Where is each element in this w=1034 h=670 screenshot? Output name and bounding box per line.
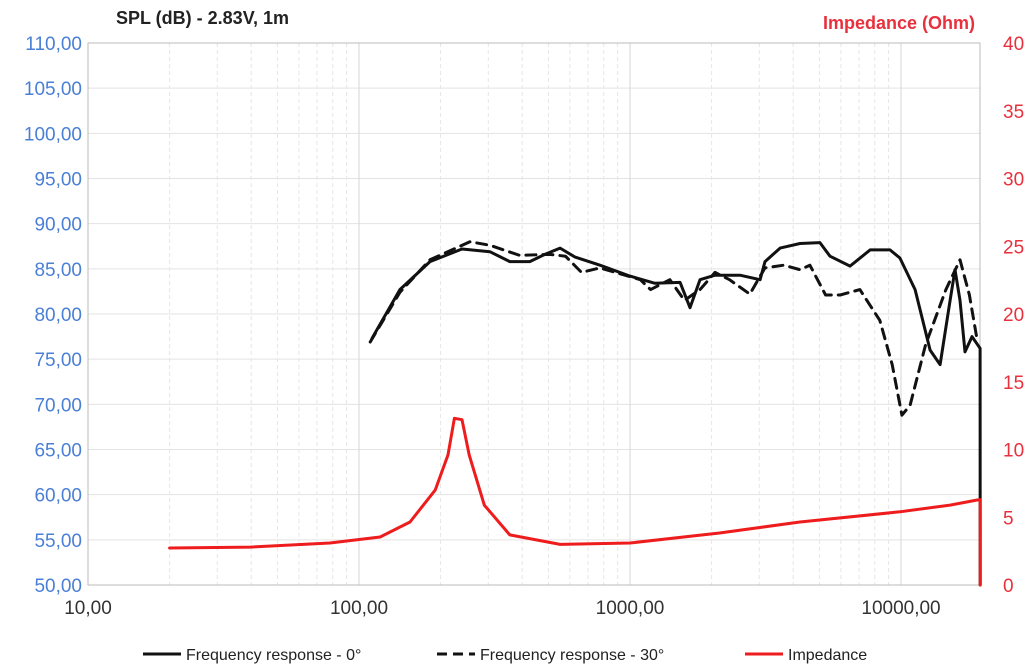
tick-labels: 10,00 100,00 1000,00 10000,00 50,00 55,00 60,0… bbox=[24, 34, 1024, 619]
y-right-tick-label: 40 bbox=[1003, 34, 1024, 55]
legend-label: Frequency response - 30° bbox=[480, 647, 664, 664]
x-tick-label: 10000,00 bbox=[861, 598, 940, 619]
right-axis-title: Impedance (Ohm) bbox=[823, 13, 975, 33]
legend-label: Frequency response - 0° bbox=[186, 647, 361, 664]
y-left-tick-label: 60,00 bbox=[34, 486, 82, 507]
y-right-tick-label: 25 bbox=[1003, 237, 1024, 258]
series-group bbox=[168, 240, 982, 587]
plot-area-border bbox=[87, 42, 981, 586]
y-right-tick-label: 15 bbox=[1003, 373, 1024, 394]
series-line-2 bbox=[168, 416, 982, 587]
y-right-tick-label: 5 bbox=[1003, 508, 1014, 529]
y-left-tick-label: 55,00 bbox=[34, 531, 82, 552]
y-right-tick-label: 35 bbox=[1003, 102, 1024, 123]
grid bbox=[88, 43, 980, 585]
y-left-tick-label: 50,00 bbox=[34, 576, 82, 597]
series-line-1 bbox=[368, 240, 979, 417]
y-left-tick-label: 70,00 bbox=[34, 395, 82, 416]
y-right-tick-label: 0 bbox=[1003, 576, 1014, 597]
x-tick-label: 10,00 bbox=[64, 598, 112, 619]
y-left-tick-label: 90,00 bbox=[34, 215, 82, 236]
y-left-tick-label: 85,00 bbox=[34, 260, 82, 281]
legend: Frequency response - 0° Frequency respons… bbox=[143, 647, 867, 664]
y-left-tick-label: 75,00 bbox=[34, 350, 82, 371]
y-left-tick-label: 100,00 bbox=[24, 124, 82, 145]
y-left-tick-label: 95,00 bbox=[34, 170, 82, 191]
y-left-tick-label: 105,00 bbox=[24, 79, 82, 100]
y-left-tick-label: 65,00 bbox=[34, 441, 82, 462]
left-axis-title: SPL (dB) - 2.83V, 1m bbox=[116, 8, 289, 28]
y-right-tick-label: 30 bbox=[1003, 170, 1024, 191]
y-left-tick-label: 110,00 bbox=[25, 34, 82, 55]
y-right-tick-label: 20 bbox=[1003, 305, 1024, 326]
y-right-tick-label: 10 bbox=[1003, 441, 1024, 462]
legend-label: Impedance bbox=[788, 647, 867, 664]
x-tick-label: 100,00 bbox=[330, 598, 388, 619]
y-left-tick-label: 80,00 bbox=[34, 305, 82, 326]
x-tick-label: 1000,00 bbox=[596, 598, 665, 619]
